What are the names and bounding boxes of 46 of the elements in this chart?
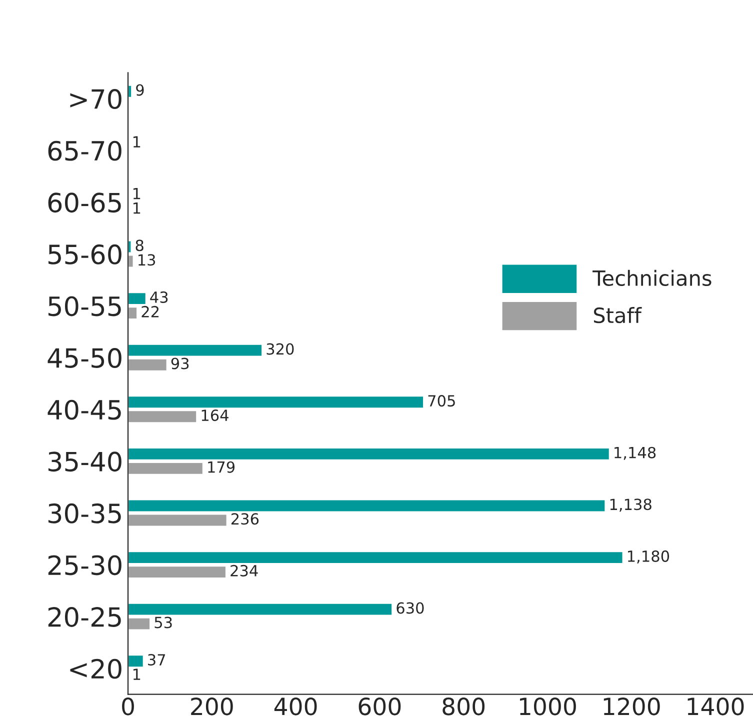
data-label: 1 — [133, 202, 140, 214]
data-label: 630 — [396, 602, 424, 614]
data-label: 53 — [154, 616, 172, 628]
data-label: 37 — [148, 654, 166, 666]
data-label: 164 — [202, 410, 228, 422]
y-tick-label: >70 — [70, 89, 122, 109]
data-label: 1,148 — [614, 446, 656, 460]
data-label: 13 — [138, 254, 156, 266]
x-tick-label: 800 — [442, 697, 485, 716]
y-tick-label: 65-70 — [48, 140, 122, 161]
x-tick-label: 1400 — [688, 697, 744, 716]
bar — [128, 84, 132, 98]
y-tick-label: 50-55 — [48, 296, 121, 316]
legend-label: Staff — [594, 307, 642, 324]
data-label: 236 — [231, 513, 259, 525]
x-tick-label: 1000 — [520, 697, 576, 716]
data-label: 234 — [230, 564, 258, 576]
legend-label: Technicians — [592, 270, 712, 286]
data-label: 22 — [142, 306, 159, 318]
x-tick-label: 400 — [274, 697, 317, 716]
x-tick-label: 600 — [358, 697, 401, 716]
data-label: 705 — [428, 395, 455, 407]
x-tick-label: 0 — [122, 697, 134, 716]
x-tick-label: 1200 — [604, 697, 660, 716]
bar — [128, 654, 144, 668]
y-tick-label: 60-65 — [48, 192, 121, 213]
data-label: 1,138 — [610, 498, 652, 512]
y-tick-label: <20 — [70, 658, 122, 679]
data-label: 8 — [136, 240, 144, 252]
y-tick-label: 45-50 — [48, 348, 122, 368]
data-label: 179 — [208, 461, 235, 473]
data-label: 1,180 — [628, 550, 670, 564]
data-label: 9 — [136, 84, 144, 96]
data-label: 93 — [171, 358, 189, 370]
data-label: 1 — [133, 668, 140, 680]
y-tick-label: 35-40 — [48, 452, 122, 472]
y-tick-label: 20-25 — [48, 607, 121, 627]
x-tick-label: 200 — [191, 697, 233, 716]
data-label: 1 — [133, 136, 140, 148]
y-tick-label: 30-35 — [48, 503, 121, 524]
data-label: 43 — [150, 291, 168, 303]
y-tick-label: 25-30 — [48, 555, 122, 576]
y-tick-label: 40-45 — [48, 400, 121, 420]
data-label: 320 — [266, 343, 294, 355]
data-label: 1 — [133, 188, 140, 200]
y-tick-label: 55-60 — [48, 244, 122, 264]
